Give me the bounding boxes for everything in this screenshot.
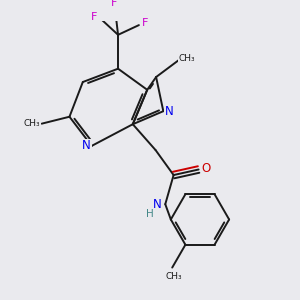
Text: O: O — [202, 162, 211, 175]
Text: N: N — [82, 140, 91, 152]
Text: CH₃: CH₃ — [24, 119, 40, 128]
Text: F: F — [142, 18, 148, 28]
Text: H: H — [146, 209, 154, 219]
Text: F: F — [111, 0, 117, 8]
Text: F: F — [91, 12, 97, 22]
Text: N: N — [165, 105, 174, 118]
Text: CH₃: CH₃ — [178, 54, 195, 63]
Text: CH₃: CH₃ — [165, 272, 182, 281]
Text: N: N — [153, 198, 162, 211]
